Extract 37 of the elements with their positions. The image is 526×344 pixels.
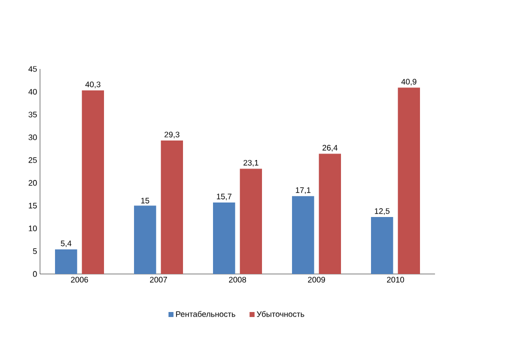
x-tick-label: 2006	[71, 276, 88, 283]
y-tick-label: 35	[28, 112, 37, 118]
data-label: 12,5	[374, 208, 390, 215]
bar	[240, 168, 262, 274]
legend-label: Рентабельность	[176, 310, 236, 317]
data-label: 29,3	[164, 132, 180, 138]
bar	[371, 217, 394, 274]
bar	[82, 90, 104, 274]
data-label: 23,1	[244, 160, 258, 167]
y-tick-label: 0	[33, 271, 37, 277]
y-tick-label: 20	[28, 180, 37, 186]
bar	[318, 154, 341, 274]
bar	[160, 140, 183, 274]
x-tick-label: 2010	[387, 276, 404, 283]
bar	[213, 202, 236, 274]
y-tick-label: 10	[28, 226, 37, 232]
data-label: 15	[141, 198, 150, 204]
legend-label: Убыточность	[256, 310, 304, 317]
y-tick-label: 25	[28, 157, 37, 163]
x-tick-label: 2007	[150, 276, 167, 283]
y-tick-label: 15	[28, 202, 37, 208]
bar	[398, 88, 420, 274]
x-tick-label: 2009	[308, 276, 326, 283]
y-tick-label: 45	[28, 66, 37, 72]
data-label: 26,4	[322, 144, 338, 152]
data-label: 17,1	[296, 187, 310, 194]
bar	[292, 196, 314, 274]
bar	[55, 249, 78, 274]
data-label: 15,7	[216, 194, 232, 200]
y-tick-label: 40	[28, 88, 37, 95]
data-label: 5,4	[60, 240, 72, 248]
y-tick-label: 5	[33, 248, 37, 254]
y-tick-label: 30	[28, 134, 37, 140]
data-label: 40,9	[401, 78, 416, 86]
data-label: 40,3	[85, 82, 100, 88]
bar	[134, 206, 156, 274]
x-tick-label: 2008	[229, 276, 246, 283]
